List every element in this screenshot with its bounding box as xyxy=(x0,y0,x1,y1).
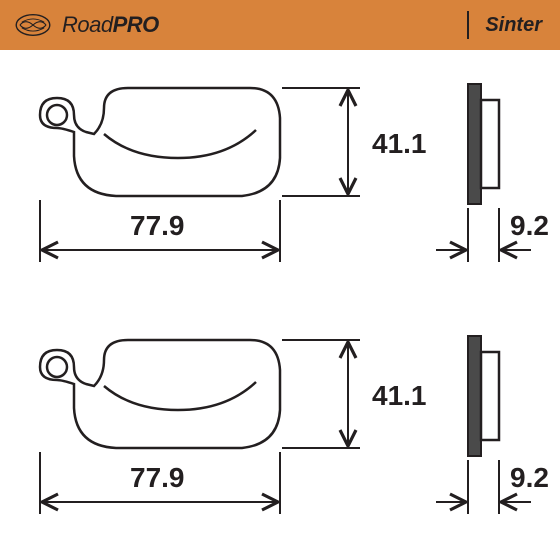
brand-name: RoadPRO xyxy=(62,12,159,38)
dim-height-top: 41.1 xyxy=(372,128,427,160)
brand-suffix: PRO xyxy=(113,12,159,37)
header-bar: RoadPRO Sinter xyxy=(0,0,560,50)
material-label: Sinter xyxy=(485,14,542,37)
diagram-area: 41.1 77.9 9.2 41.1 77.9 9.2 xyxy=(0,50,560,560)
dim-thickness-top: 9.2 xyxy=(510,210,549,242)
header-divider xyxy=(467,11,469,39)
dim-width-top: 77.9 xyxy=(130,210,185,242)
dim-width-bottom: 77.9 xyxy=(130,462,185,494)
header-left: RoadPRO xyxy=(14,11,159,39)
dim-thickness-bottom: 9.2 xyxy=(510,462,549,494)
technical-drawing xyxy=(0,50,560,560)
brand-prefix: Road xyxy=(62,12,113,37)
brand-logo-icon xyxy=(14,11,52,39)
header-right: Sinter xyxy=(467,11,542,39)
dim-height-bottom: 41.1 xyxy=(372,380,427,412)
